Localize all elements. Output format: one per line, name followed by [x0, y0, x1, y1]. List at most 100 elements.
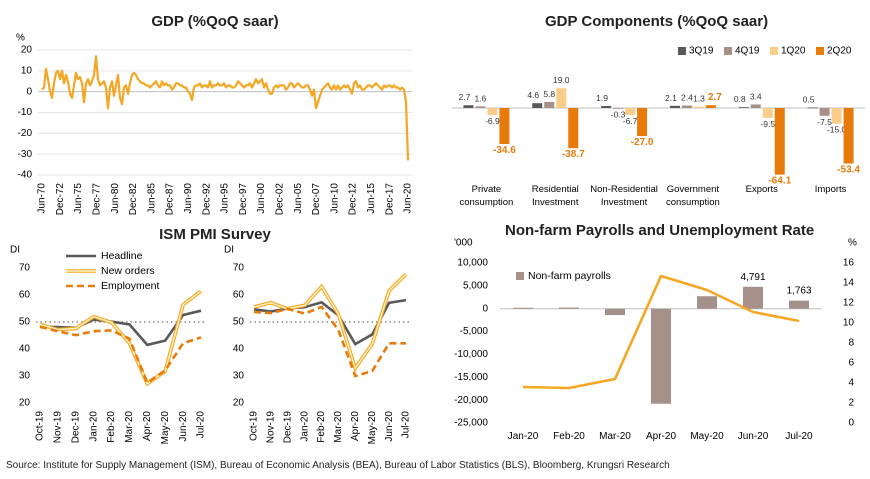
category-label: consumption: [666, 197, 720, 208]
payrolls-x-tick-label: Apr-20: [646, 431, 676, 442]
gdp-y-tick-label: -40: [18, 170, 33, 181]
gdp-y-axis-label: %: [16, 33, 25, 44]
gdp-chart-title: GDP (%QoQ saar): [151, 13, 279, 30]
bar-value-label: -64.1: [768, 176, 791, 187]
ism-x-tick-label: Feb-20: [106, 411, 117, 443]
ism-series-new-orders-outline: [253, 272, 408, 373]
ism-y-tick-label: 40: [233, 344, 245, 355]
payrolls-x-tick-label: Feb-20: [553, 431, 585, 442]
legend-swatch-3Q19: [678, 47, 686, 55]
category-label: consumption: [459, 197, 513, 208]
bar-2Q20: [568, 108, 579, 149]
payrolls-left-axis-label: '000: [454, 238, 473, 249]
bar-4Q19: [819, 108, 830, 116]
payrolls-bar: [789, 300, 809, 309]
gdp-components-title: GDP Components (%QoQ saar): [545, 13, 769, 30]
payrolls-bar: [605, 308, 625, 315]
bar-value-label: -38.7: [562, 149, 585, 160]
ism-x-tick-label: Dec-19: [70, 411, 81, 444]
ism-y-tick-label: 60: [233, 290, 245, 301]
gdp-components-bar-chart: 3Q19 4Q19 1Q20 2Q20 2.7 1.6 -6.9 -34.6 Private co…: [452, 46, 865, 208]
payrolls-left-tick-label: -20,000: [454, 395, 488, 406]
payrolls-right-tick-label: 12: [843, 298, 855, 309]
ism-x-tick-label: Mar-20: [124, 411, 135, 443]
gdp-y-tick-label: -30: [18, 149, 33, 160]
ism-y-tick-label: 40: [19, 344, 31, 355]
payrolls-bar: [697, 296, 717, 309]
gdp-x-tick-label: Dec-02: [275, 183, 286, 216]
ism-line-chart: DI 70 60 50 40 30 20 Oct-19 Nov-19 Dec-19 Jan-20 Fe…: [10, 245, 412, 445]
ism-x-tick-label: Oct-19: [35, 411, 46, 441]
ism-x-tick-label: Feb-20: [316, 411, 327, 443]
bar-value-label: -27.0: [631, 137, 654, 148]
payrolls-right-tick-label: 8: [848, 338, 854, 349]
ism-y-tick-label: 70: [19, 263, 31, 274]
ism-series-new-orders-outline: [39, 289, 203, 387]
bar-value-label: 19.0: [553, 75, 570, 85]
bar-value-label: -6.7: [623, 116, 638, 126]
bar-1Q20: [487, 108, 498, 116]
bar-value-label: -15.0: [827, 125, 847, 135]
payrolls-right-tick-label: 4: [848, 378, 854, 389]
ism-series-employment: [39, 325, 202, 385]
ism-x-tick-label: Nov-19: [266, 411, 277, 444]
bar-1Q20: [693, 106, 704, 108]
bar-value-label: 5.8: [543, 89, 555, 99]
gdp-x-tick-label: Jun-90: [183, 183, 194, 214]
payrolls-combo-chart: '000 % 10,000 5,000 0 -5,000 -10,000 -15,000 -20…: [454, 238, 857, 442]
payrolls-bar: [513, 307, 533, 309]
bar-3Q19: [601, 106, 612, 108]
gdp-x-tick-label: Jun-20: [403, 183, 414, 214]
payrolls-right-tick-label: 14: [843, 278, 855, 289]
bar-value-label: -53.4: [837, 165, 860, 176]
legend-label: Employment: [101, 280, 159, 292]
payrolls-chart-title: Non-farm Payrolls and Unemployment Rate: [505, 222, 815, 239]
gdp-x-tick-label: Jun-70: [37, 183, 48, 214]
category-label: Residential: [532, 184, 579, 195]
payrolls-left-tick-label: -5,000: [460, 326, 489, 337]
bar-value-label: 4.6: [527, 90, 539, 100]
payrolls-right-tick-label: 10: [843, 318, 855, 329]
gdp-x-tick-label: Jun-05: [293, 183, 304, 214]
bar-value-label: -0.3: [611, 109, 626, 119]
ism-x-tick-label: Dec-19: [282, 411, 293, 444]
bar-value-label: 2.1: [665, 93, 677, 103]
bar-3Q19: [463, 105, 474, 108]
gdp-x-tick-label: Jun-75: [73, 183, 84, 214]
ism-x-tick-label: Nov-19: [53, 411, 64, 444]
payrolls-bar: [651, 308, 671, 404]
ism-y-tick-label: 70: [233, 263, 245, 274]
payrolls-x-tick-label: Jun-20: [738, 431, 769, 442]
gdp-y-tick-label: -10: [18, 107, 33, 118]
bar-2Q20: [843, 108, 854, 164]
gdp-x-tick-label: Dec-12: [348, 183, 359, 216]
ism-y-axis-label: DI: [224, 245, 234, 256]
category-label: Private: [472, 184, 502, 195]
bar-1Q20: [831, 108, 842, 124]
bar-value-label: 2.4: [681, 93, 693, 103]
category-label: Non-Residential: [590, 184, 658, 195]
ism-x-tick-label: Apr-20: [142, 411, 153, 441]
category-label: Imports: [815, 184, 847, 195]
gdp-y-tick-label: -20: [18, 128, 33, 139]
bar-2Q20: [499, 108, 510, 144]
ism-y-tick-label: 30: [19, 371, 31, 382]
gdp-x-tick-label: Dec-77: [92, 183, 103, 216]
bar-3Q19: [532, 103, 543, 108]
bar-value-label: 2.7: [708, 92, 722, 103]
ism-y-tick-label: 20: [233, 398, 245, 409]
payrolls-left-tick-label: 10,000: [457, 258, 488, 269]
payrolls-left-tick-label: -10,000: [454, 349, 488, 360]
ism-y-tick-label: 50: [19, 317, 31, 328]
payrolls-right-tick-label: 6: [848, 358, 854, 369]
bar-4Q19: [613, 108, 624, 109]
gdp-x-tick-label: Dec-97: [238, 183, 249, 216]
ism-x-tick-label: Jul-20: [196, 411, 207, 439]
bar-value-label: 0.5: [803, 94, 815, 104]
bar-4Q19: [681, 105, 692, 108]
bar-2Q20: [774, 108, 785, 175]
bar-1Q20: [556, 88, 567, 108]
payrolls-x-tick-label: Jul-20: [785, 431, 813, 442]
bar-value-label: 1.6: [475, 93, 487, 103]
category-label: Exports: [746, 184, 778, 195]
